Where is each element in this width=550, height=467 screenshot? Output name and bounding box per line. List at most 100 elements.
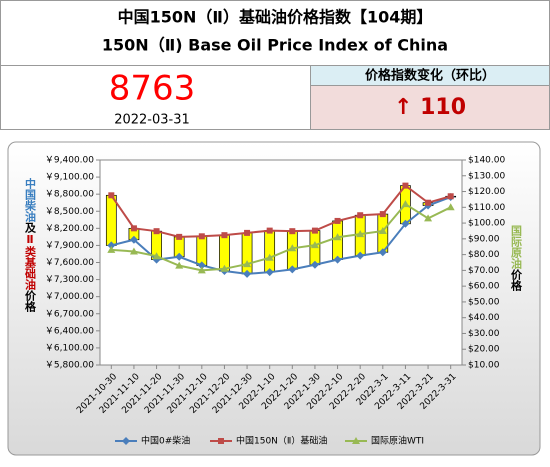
y-tick-label: ￥6,400.00 bbox=[45, 326, 94, 336]
marker bbox=[334, 217, 341, 224]
y2-tick-label: $40.00 bbox=[468, 313, 500, 323]
marker bbox=[175, 252, 184, 261]
index-value: 8763 bbox=[109, 69, 196, 109]
y-tick-label: ￥9,400.00 bbox=[45, 156, 94, 166]
series-line bbox=[110, 184, 451, 238]
change-value: ↑ 110 bbox=[394, 95, 466, 120]
marker bbox=[310, 260, 319, 269]
marker bbox=[197, 261, 206, 270]
marker bbox=[401, 200, 410, 208]
marker bbox=[379, 211, 386, 218]
marker bbox=[198, 233, 205, 240]
legend-label: 中国150N（Ⅱ）基础油 bbox=[236, 435, 327, 447]
marker bbox=[129, 247, 138, 255]
marker bbox=[333, 233, 342, 241]
marker bbox=[197, 266, 206, 274]
marker bbox=[446, 203, 455, 211]
y-tick-label: ￥7,600.00 bbox=[45, 258, 94, 268]
legend-marker bbox=[352, 437, 360, 444]
marker bbox=[129, 235, 138, 244]
marker bbox=[265, 268, 274, 277]
marker bbox=[243, 260, 252, 268]
legend-label: 中国0#柴油 bbox=[141, 435, 190, 447]
marker bbox=[244, 229, 251, 236]
y-tick-label: ￥6,700.00 bbox=[45, 309, 94, 319]
y2-tick-label: $90.00 bbox=[468, 234, 500, 244]
y2-tick-label: $70.00 bbox=[468, 266, 500, 276]
marker bbox=[378, 248, 387, 257]
spread-bar bbox=[332, 220, 343, 261]
index-box bbox=[0, 65, 311, 130]
y-tick-label: ￥8,200.00 bbox=[45, 224, 94, 234]
marker bbox=[289, 228, 296, 235]
y2-tick-label: $10.00 bbox=[468, 361, 500, 371]
y-tick-label: ￥8,500.00 bbox=[45, 207, 94, 217]
marker bbox=[424, 214, 433, 222]
marker bbox=[220, 264, 229, 272]
legend-label: 国际原油WTI bbox=[371, 435, 424, 447]
axis-label-part: 及 bbox=[24, 222, 37, 234]
y2-tick-label: $30.00 bbox=[468, 329, 500, 339]
y-tick-label: ￥7,300.00 bbox=[45, 275, 94, 285]
marker bbox=[107, 241, 116, 250]
axis-label-part: 价格 bbox=[510, 269, 523, 292]
title-cn: 中国150N（Ⅱ）基础油价格指数【104期】 bbox=[118, 8, 433, 27]
series-line bbox=[111, 202, 452, 272]
marker bbox=[425, 199, 432, 206]
marker bbox=[153, 228, 160, 235]
y-tick-label: ￥9,100.00 bbox=[45, 173, 94, 183]
y2-tick-label: $50.00 bbox=[468, 297, 500, 307]
y2-tick-label: $110.00 bbox=[468, 203, 505, 213]
change-label: 价格指数变化（环比） bbox=[365, 68, 495, 84]
marker bbox=[311, 227, 318, 234]
marker bbox=[175, 261, 184, 269]
series-line bbox=[111, 196, 452, 275]
y-tick-label: ￥7,000.00 bbox=[45, 292, 94, 302]
index-date: 2022-03-31 bbox=[114, 113, 190, 128]
y2-label: 国际原油价格 bbox=[510, 225, 523, 292]
axis-label-part: 中国柴油 bbox=[24, 177, 38, 223]
y-tick-label: ￥8,800.00 bbox=[45, 190, 94, 200]
spread-bar bbox=[264, 230, 276, 273]
marker bbox=[176, 233, 183, 240]
y-tick-label: ￥6,100.00 bbox=[45, 343, 94, 353]
marker bbox=[288, 244, 297, 252]
y-label: 中国柴油及 Ⅱ类基础油价格 bbox=[24, 177, 38, 313]
y2-tick-label: $100.00 bbox=[468, 219, 505, 229]
spread-bar bbox=[196, 235, 208, 266]
legend-marker bbox=[122, 437, 130, 445]
y2-tick-label: $20.00 bbox=[468, 345, 500, 355]
marker bbox=[265, 253, 274, 261]
marker bbox=[356, 230, 365, 238]
y2-tick-label: $120.00 bbox=[468, 187, 505, 197]
spread-bar bbox=[241, 232, 253, 275]
y-tick-label: ￥7,900.00 bbox=[45, 241, 94, 251]
marker bbox=[108, 192, 115, 199]
spread-bar bbox=[105, 194, 117, 246]
marker bbox=[402, 182, 409, 189]
marker bbox=[447, 193, 454, 200]
axis-label-part: 国际原油 bbox=[510, 225, 523, 270]
marker bbox=[357, 212, 364, 219]
marker bbox=[401, 219, 410, 228]
marker bbox=[356, 251, 365, 260]
marker bbox=[221, 232, 228, 239]
marker bbox=[243, 269, 252, 278]
y2-tick-label: $60.00 bbox=[468, 282, 500, 292]
y2-tick-label: $130.00 bbox=[468, 171, 505, 181]
marker bbox=[288, 265, 297, 274]
marker bbox=[333, 255, 342, 264]
marker bbox=[152, 252, 161, 260]
y2-tick-label: $80.00 bbox=[468, 250, 500, 260]
header-box bbox=[0, 0, 550, 66]
marker bbox=[107, 245, 116, 253]
marker bbox=[378, 226, 387, 234]
axis-label-part: Ⅱ类基础油 bbox=[24, 233, 38, 291]
marker bbox=[310, 241, 319, 249]
y2-tick-label: $140.00 bbox=[468, 156, 505, 166]
axis-label-part: 价格 bbox=[24, 290, 37, 313]
y-tick-label: ￥5,800.00 bbox=[45, 361, 94, 371]
marker bbox=[266, 227, 273, 234]
legend-marker bbox=[218, 438, 224, 444]
title-en: 150N（Ⅱ) Base Oil Price Index of China bbox=[102, 36, 448, 55]
